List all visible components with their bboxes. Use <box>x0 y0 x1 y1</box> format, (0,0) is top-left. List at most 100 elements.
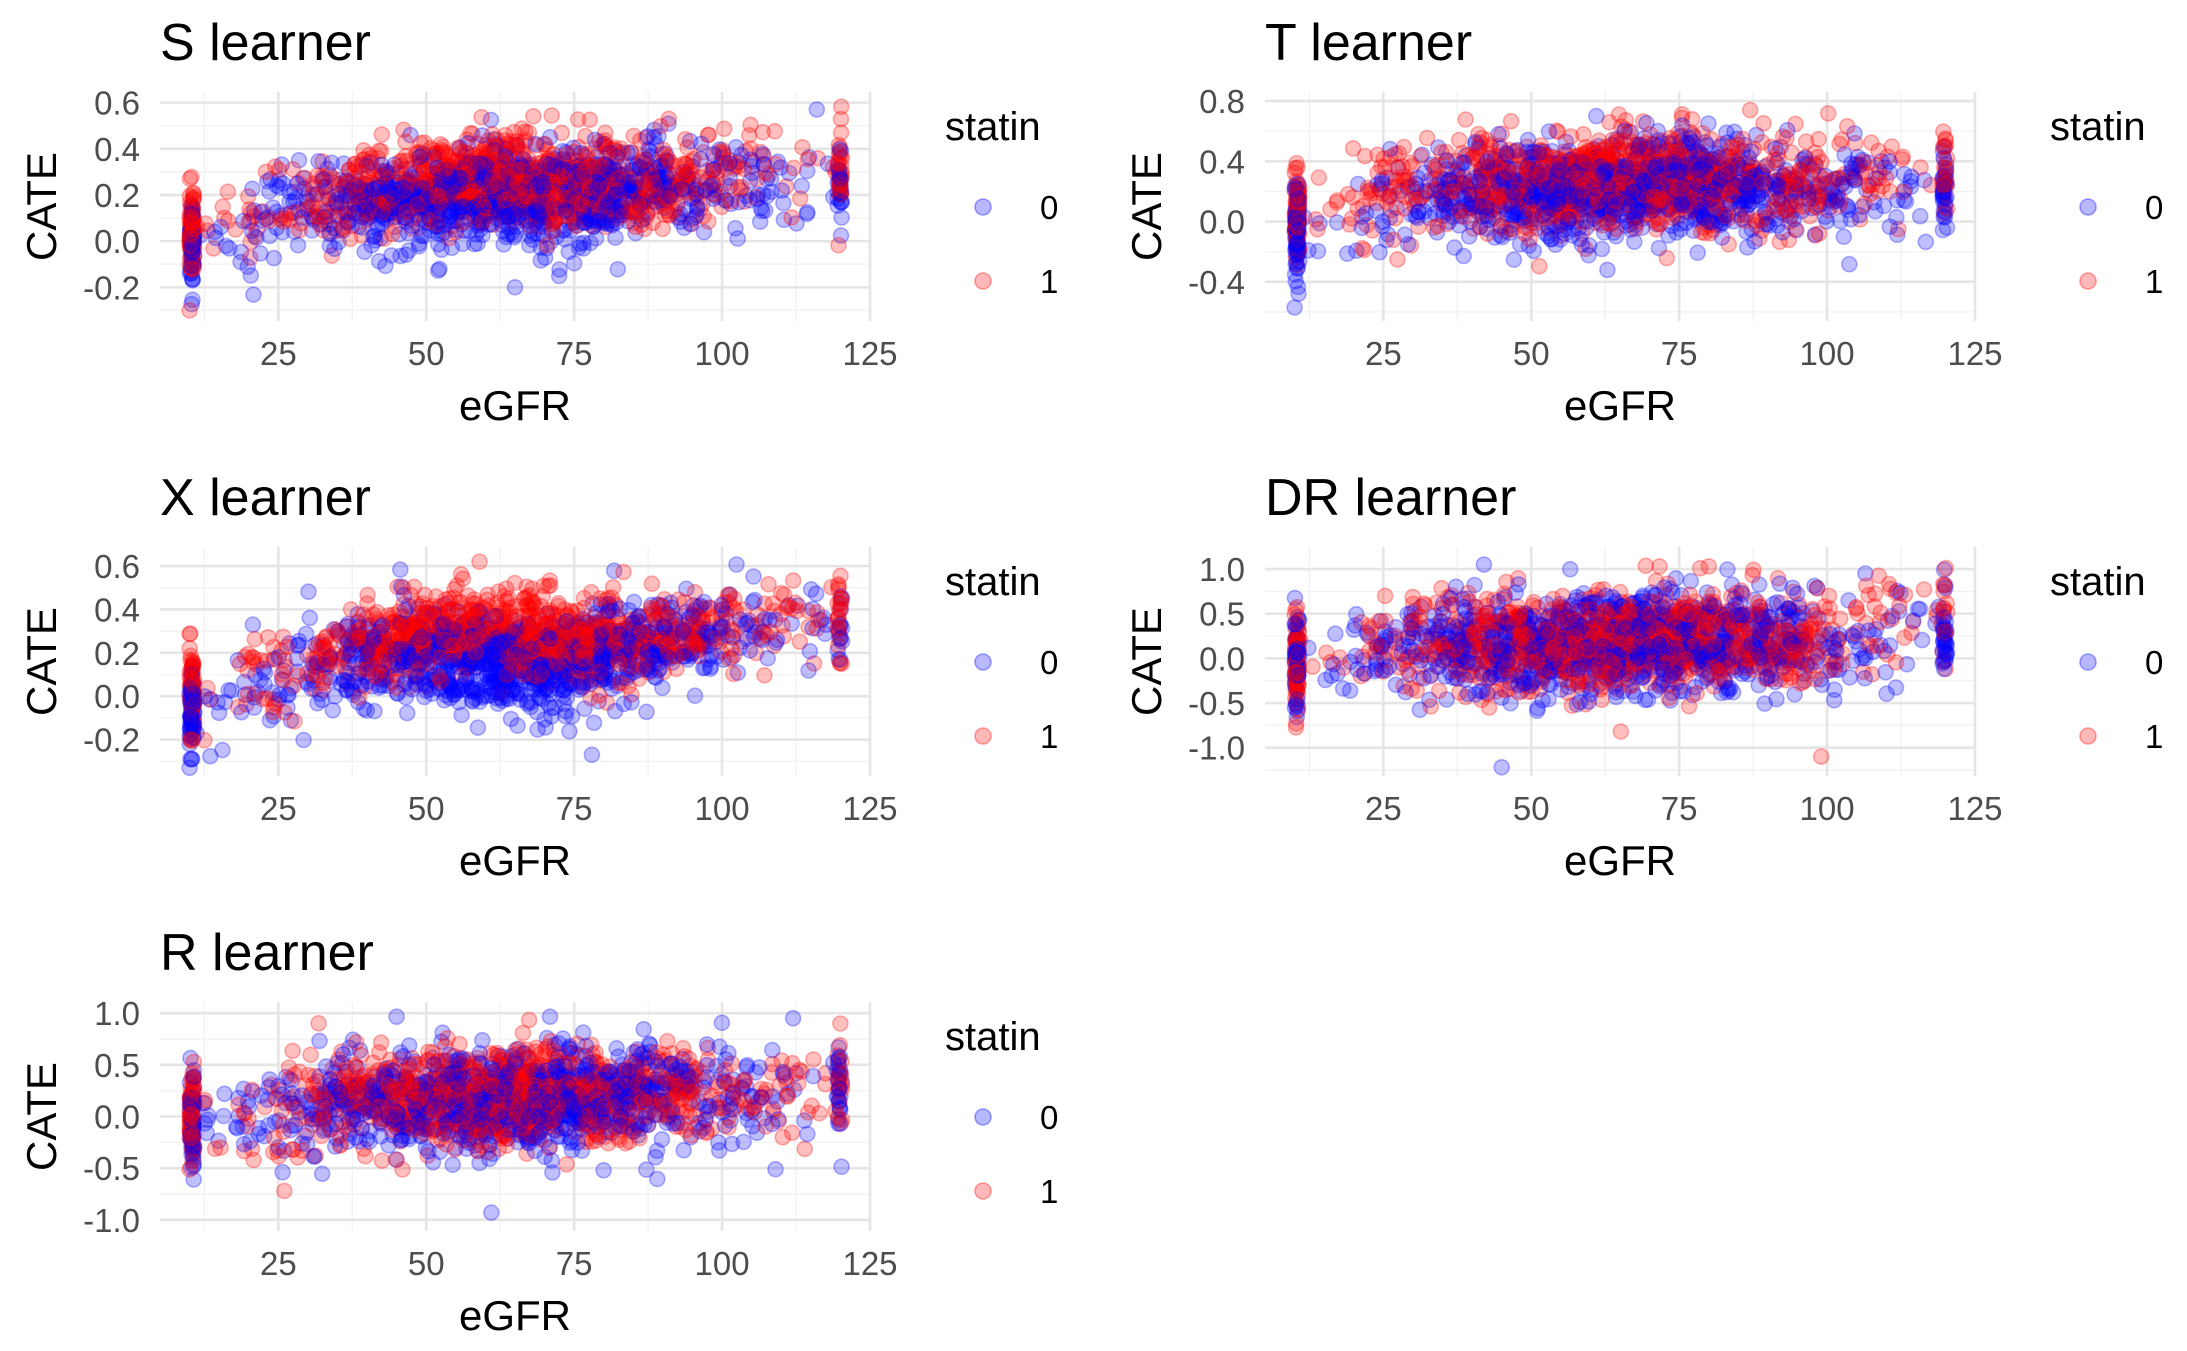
point-statin-1 <box>1604 131 1621 149</box>
point-statin-1 <box>538 237 556 254</box>
point-statin-0 <box>1289 243 1307 260</box>
point-statin-1 <box>520 160 538 178</box>
point-statin-1 <box>397 133 414 150</box>
point-statin-0 <box>656 157 673 174</box>
point-statin-1 <box>593 169 610 186</box>
point-statin-0 <box>575 234 592 252</box>
x-tick-label: 25 <box>260 335 297 372</box>
point-statin-0 <box>252 245 269 262</box>
point-statin-1 <box>565 193 583 211</box>
point-statin-0 <box>313 172 331 189</box>
point-statin-1 <box>1658 249 1676 267</box>
point-statin-1 <box>257 163 275 181</box>
point-statin-1 <box>1607 192 1624 210</box>
point-statin-1 <box>181 208 199 226</box>
point-statin-0 <box>1889 192 1906 209</box>
point-statin-1 <box>606 142 623 159</box>
point-statin-1 <box>475 157 492 174</box>
point-statin-1 <box>484 140 502 157</box>
point-statin-1 <box>1612 167 1630 184</box>
point-statin-1 <box>754 123 772 141</box>
point-statin-0 <box>717 192 735 209</box>
point-statin-1 <box>580 201 598 218</box>
point-statin-0 <box>474 226 491 244</box>
point-statin-1 <box>398 152 416 170</box>
point-statin-0 <box>727 138 745 156</box>
point-statin-1 <box>1447 152 1464 170</box>
point-statin-1 <box>1502 112 1520 130</box>
point-statin-0 <box>1738 193 1756 210</box>
point-statin-0 <box>397 213 415 231</box>
point-statin-0 <box>1698 137 1716 154</box>
point-statin-0 <box>1505 206 1522 224</box>
point-statin-0 <box>529 183 546 201</box>
point-statin-0 <box>625 187 643 205</box>
point-statin-1 <box>481 158 499 175</box>
point-statin-1 <box>366 164 384 182</box>
point-statin-1 <box>428 188 446 205</box>
point-statin-0 <box>1568 187 1585 205</box>
point-statin-0 <box>1598 163 1615 181</box>
point-statin-1 <box>185 188 203 206</box>
point-statin-0 <box>582 191 600 208</box>
point-statin-0 <box>466 156 484 173</box>
point-statin-0 <box>596 174 614 192</box>
point-statin-1 <box>454 192 472 209</box>
point-statin-1 <box>712 183 730 201</box>
point-statin-1 <box>442 177 460 194</box>
point-statin-0 <box>1478 153 1496 171</box>
point-statin-0 <box>557 202 575 219</box>
point-statin-0 <box>1585 192 1602 210</box>
point-statin-1 <box>214 198 231 215</box>
point-statin-0 <box>377 162 395 179</box>
point-statin-0 <box>1540 123 1558 140</box>
point-statin-1 <box>1643 136 1661 153</box>
point-statin-1 <box>581 111 599 129</box>
point-statin-1 <box>1457 111 1474 128</box>
point-statin-1 <box>184 210 201 228</box>
point-statin-0 <box>551 261 568 278</box>
point-statin-1 <box>785 159 803 177</box>
point-statin-1 <box>622 203 640 221</box>
point-statin-1 <box>593 136 611 154</box>
point-statin-0 <box>692 135 710 153</box>
point-statin-1 <box>783 209 800 226</box>
point-statin-1 <box>504 169 521 187</box>
point-statin-1 <box>478 149 496 166</box>
point-statin-0 <box>1937 195 1954 213</box>
point-statin-1 <box>1669 180 1687 197</box>
point-statin-0 <box>328 191 345 208</box>
point-statin-0 <box>1648 158 1665 176</box>
point-statin-1 <box>445 153 463 170</box>
point-statin-1 <box>241 201 258 218</box>
point-statin-0 <box>429 262 447 279</box>
point-statin-0 <box>469 719 487 736</box>
point-statin-0 <box>1530 144 1547 162</box>
point-statin-0 <box>184 271 201 289</box>
point-statin-0 <box>650 127 667 145</box>
x-tick-label: 50 <box>408 335 445 372</box>
point-statin-0 <box>411 211 429 228</box>
point-statin-1 <box>1577 152 1595 169</box>
point-statin-0 <box>1478 220 1495 237</box>
point-statin-1 <box>239 188 257 205</box>
point-statin-0 <box>1588 107 1605 125</box>
point-statin-0 <box>444 178 461 195</box>
point-statin-0 <box>721 154 738 172</box>
point-statin-0 <box>1844 160 1861 177</box>
point-statin-0 <box>649 189 667 206</box>
point-statin-0 <box>386 196 404 214</box>
point-statin-1 <box>756 666 773 684</box>
point-statin-0 <box>377 257 394 275</box>
point-statin-0 <box>499 161 516 178</box>
point-statin-0 <box>833 193 851 211</box>
point-statin-0 <box>1917 233 1935 251</box>
point-statin-1 <box>660 110 678 128</box>
point-statin-1 <box>617 165 635 182</box>
point-statin-1 <box>372 192 390 210</box>
point-statin-0 <box>554 222 572 239</box>
point-statin-0 <box>601 191 619 209</box>
point-statin-1 <box>760 166 778 183</box>
point-statin-0 <box>541 156 559 173</box>
point-statin-0 <box>528 180 546 198</box>
